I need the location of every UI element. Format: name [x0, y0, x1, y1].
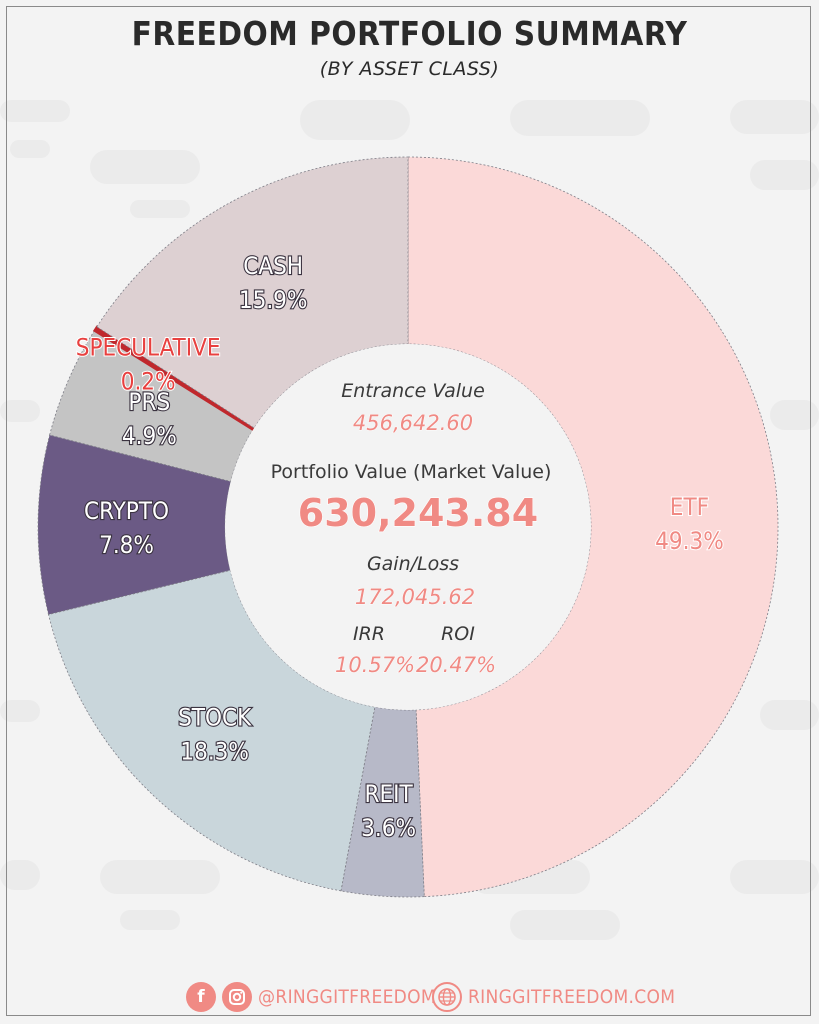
- entrance-value: 456,642.60: [353, 411, 473, 435]
- center-summary: Entrance Value 456,642.60 Portfolio Valu…: [271, 380, 552, 677]
- value-reit: 3.6%: [361, 814, 416, 842]
- value-prs: 4.9%: [122, 422, 177, 450]
- chart-slices: [37, 156, 779, 898]
- roi-label: ROI: [441, 623, 475, 645]
- chart-labels: ETF 49.3% REIT 3.6% STOCK 18.3% CRYPTO 7.8% PRS 4…: [75, 251, 725, 843]
- social-handle[interactable]: @RINGGITFREEDOM: [258, 986, 436, 1008]
- label-speculative: SPECULATIVE: [76, 334, 221, 362]
- value-cash: 15.9%: [239, 286, 308, 314]
- irr-value: 10.57%: [335, 653, 415, 677]
- label-reit: REIT: [364, 780, 413, 808]
- value-stock: 18.3%: [180, 738, 249, 766]
- instagram-icon[interactable]: [222, 982, 252, 1012]
- value-speculative: 0.2%: [121, 368, 176, 396]
- label-stock: STOCK: [178, 704, 252, 732]
- globe-icon: [432, 982, 462, 1012]
- value-crypto: 7.8%: [99, 531, 154, 559]
- entrance-value-label: Entrance Value: [341, 380, 485, 402]
- footer: f @RINGGITFREEDOM RINGGITFREEDOM.COM: [0, 982, 819, 1018]
- label-etf: ETF: [670, 493, 709, 521]
- gain-loss-label: Gain/Loss: [367, 553, 459, 575]
- slice-etf: [407, 156, 779, 898]
- page-title: FREEDOM PORTFOLIO SUMMARY: [131, 14, 688, 53]
- portfolio-value: 630,243.84: [298, 491, 538, 535]
- roi-value: 20.47%: [416, 653, 496, 677]
- irr-label: IRR: [353, 623, 385, 645]
- donut-hole: [225, 344, 591, 710]
- page-subtitle: (BY ASSET CLASS): [319, 58, 500, 80]
- label-crypto: CRYPTO: [84, 497, 169, 525]
- value-etf: 49.3%: [655, 527, 724, 555]
- social-links: f @RINGGITFREEDOM: [186, 982, 436, 1012]
- website-url[interactable]: RINGGITFREEDOM.COM: [468, 986, 676, 1008]
- label-cash: CASH: [243, 252, 303, 280]
- portfolio-value-label: Portfolio Value (Market Value): [271, 461, 552, 483]
- facebook-icon[interactable]: f: [186, 982, 216, 1012]
- label-prs: PRS: [128, 388, 170, 416]
- gain-loss-value: 172,045.62: [355, 585, 475, 609]
- website-link: RINGGITFREEDOM.COM: [432, 982, 675, 1012]
